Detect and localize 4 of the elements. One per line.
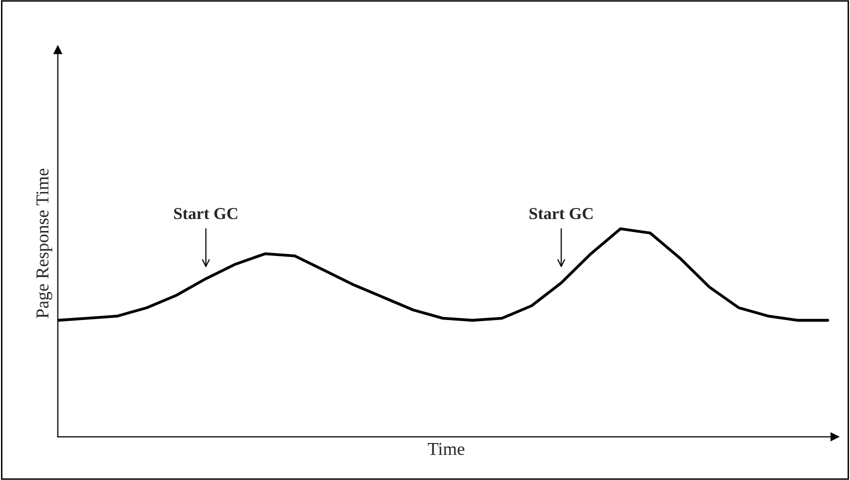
text: Start GC <box>529 208 593 220</box>
text: Start GC <box>174 208 238 220</box>
y-axis-title: Page Response Time <box>36 168 52 318</box>
x-axis-title: Time <box>428 442 464 456</box>
